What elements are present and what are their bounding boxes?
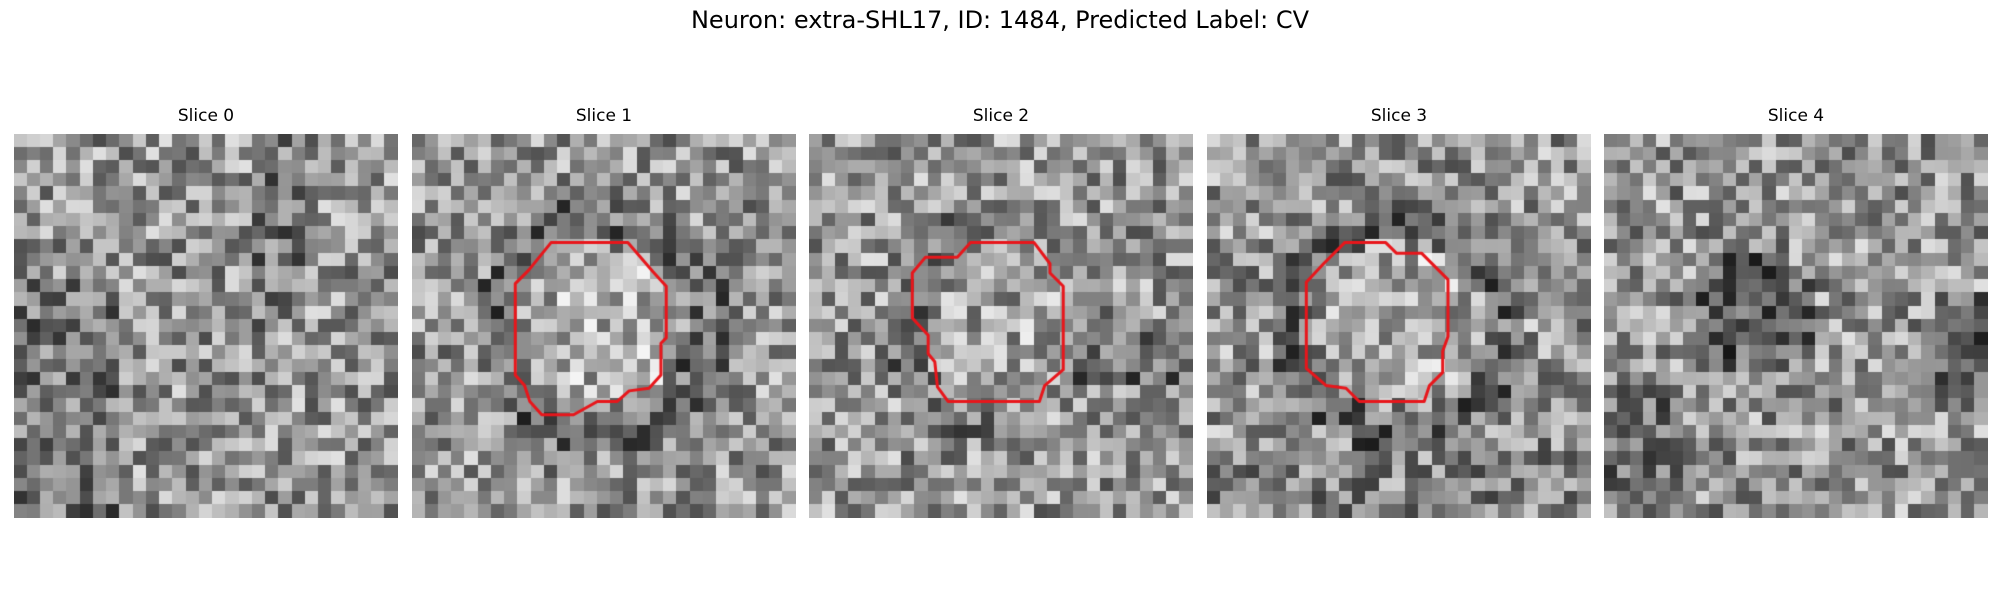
slice-title-0: Slice 0 [177, 106, 235, 126]
slice-title-3: Slice 3 [1370, 106, 1428, 126]
slice-title-2: Slice 2 [972, 106, 1030, 126]
slice-title-1: Slice 1 [575, 106, 633, 126]
slice-image-4 [1604, 134, 1988, 518]
slice-title-4: Slice 4 [1767, 106, 1825, 126]
slice-image-0 [14, 134, 398, 518]
slice-image-3 [1207, 134, 1591, 518]
slice-image-2 [809, 134, 1193, 518]
figure-title: Neuron: extra-SHL17, ID: 1484, Predicted… [690, 6, 1310, 34]
slice-image-1 [412, 134, 796, 518]
